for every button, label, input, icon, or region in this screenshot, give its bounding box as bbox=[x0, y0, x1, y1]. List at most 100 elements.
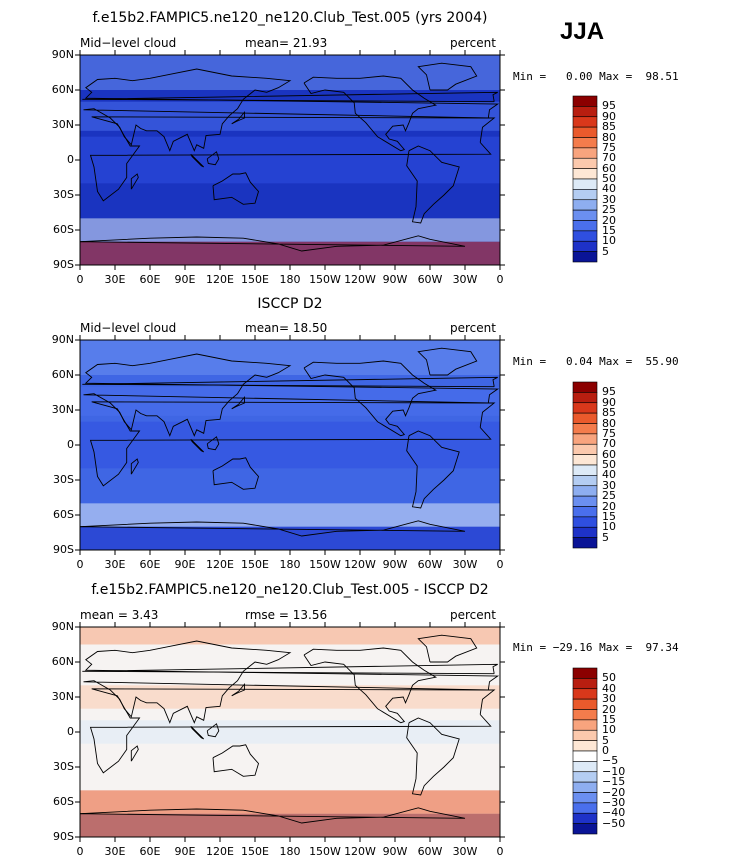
coastline bbox=[190, 153, 205, 168]
colorbar-swatch bbox=[572, 230, 598, 242]
lon-tick-label: 150W bbox=[309, 845, 341, 858]
coastline bbox=[83, 640, 500, 724]
colorbar-swatch bbox=[572, 412, 598, 424]
lon-tick-label: 60E bbox=[139, 845, 161, 858]
colorbar-label: 10 bbox=[602, 520, 616, 534]
season-label: JJA bbox=[560, 18, 605, 45]
colorbar-swatch bbox=[572, 698, 598, 710]
coastline bbox=[303, 360, 438, 437]
contour-band bbox=[80, 685, 500, 709]
colorbar-label: 95 bbox=[602, 385, 616, 399]
colorbar-swatch bbox=[572, 781, 598, 793]
colorbar-swatch bbox=[572, 688, 598, 700]
colorbar-label: 15 bbox=[602, 712, 616, 726]
panel-right-label: percent bbox=[450, 608, 496, 622]
lon-tick-label: 120W bbox=[344, 273, 376, 286]
lat-tick-label: 0 bbox=[67, 153, 74, 166]
colorbar-swatch bbox=[572, 506, 598, 518]
lon-tick-label: 60E bbox=[139, 273, 161, 286]
lat-tick-label: 30N bbox=[51, 690, 74, 703]
colorbar-swatch bbox=[572, 802, 598, 814]
coastline bbox=[190, 725, 205, 740]
lat-tick-label: 30N bbox=[51, 118, 74, 131]
colorbar-label: 20 bbox=[602, 499, 616, 513]
colorbar-label: 75 bbox=[602, 140, 616, 154]
colorbar-swatch bbox=[572, 240, 598, 252]
panel-center-label: mean= 18.50 bbox=[245, 321, 328, 335]
colorbar-swatch bbox=[572, 199, 598, 211]
colorbar-swatch bbox=[572, 168, 598, 180]
colorbar-label: −5 bbox=[602, 754, 619, 768]
colorbar-swatch bbox=[572, 157, 598, 169]
colorbar-label: 5 bbox=[602, 244, 609, 258]
panel-right-label: percent bbox=[450, 36, 496, 50]
lon-tick-label: 120W bbox=[344, 558, 376, 571]
lat-tick-label: 60S bbox=[53, 508, 74, 521]
colorbar-swatch bbox=[572, 106, 598, 118]
contour-band bbox=[80, 136, 500, 184]
coastline bbox=[82, 663, 498, 675]
coastline bbox=[130, 173, 139, 190]
lon-tick-label: 120E bbox=[206, 558, 234, 571]
contour-band bbox=[80, 627, 500, 645]
panel-title: f.e15b2.FAMPIC5.ne120_ne120.Club_Test.00… bbox=[92, 10, 488, 26]
coastline bbox=[406, 430, 460, 509]
contour-band bbox=[80, 790, 500, 814]
colorbar-model bbox=[572, 95, 598, 263]
colorbar-label: 15 bbox=[602, 509, 616, 523]
coastline bbox=[231, 395, 245, 410]
coastline bbox=[417, 62, 478, 91]
colorbar-label: −20 bbox=[602, 785, 626, 799]
coastline bbox=[303, 75, 438, 152]
coastline bbox=[231, 110, 245, 125]
colorbar-swatch bbox=[572, 812, 598, 824]
colorbar-swatch bbox=[572, 526, 598, 538]
colorbar-label: 5 bbox=[602, 530, 609, 544]
lon-tick-label: 30E bbox=[104, 558, 126, 571]
contour-band bbox=[80, 101, 500, 131]
colorbar-swatch bbox=[572, 719, 598, 731]
lat-tick-label: 90N bbox=[51, 48, 74, 61]
colorbar-swatch bbox=[572, 750, 598, 762]
lon-tick-label: 150E bbox=[241, 558, 269, 571]
colorbar-label: 90 bbox=[602, 109, 616, 123]
lon-tick-label: 60E bbox=[139, 558, 161, 571]
coastline bbox=[82, 376, 498, 388]
colorbar-label: 95 bbox=[602, 99, 616, 113]
coastline bbox=[417, 634, 478, 663]
coastline bbox=[303, 647, 438, 724]
contour-band bbox=[80, 218, 500, 242]
lat-tick-label: 30S bbox=[53, 188, 74, 201]
colorbar-swatch bbox=[572, 402, 598, 414]
lon-tick-label: 120W bbox=[344, 845, 376, 858]
colorbar-label: −30 bbox=[602, 795, 626, 809]
colorbar-swatch bbox=[572, 485, 598, 497]
colorbar-swatch bbox=[572, 443, 598, 455]
colorbar-swatch bbox=[572, 251, 598, 263]
colorbar-label: 20 bbox=[602, 213, 616, 227]
colorbar-swatch bbox=[572, 189, 598, 201]
coastline bbox=[82, 91, 498, 103]
lon-tick-label: 120E bbox=[206, 845, 234, 858]
lon-tick-label: 30W bbox=[452, 558, 478, 571]
colorbar-obs bbox=[572, 381, 598, 549]
panel-title: ISCCP D2 bbox=[257, 296, 323, 312]
colorbar-label: −15 bbox=[602, 775, 626, 789]
colorbar-label: 5 bbox=[602, 733, 609, 747]
coastline bbox=[206, 151, 220, 166]
panel-title: f.e15b2.FAMPIC5.ne120_ne120.Club_Test.00… bbox=[91, 582, 489, 598]
colorbar-label: 10 bbox=[602, 723, 616, 737]
coastline bbox=[130, 745, 139, 762]
panel-center-label: rmse = 13.56 bbox=[245, 608, 328, 622]
colorbar-swatch bbox=[572, 678, 598, 690]
colorbar-swatch bbox=[572, 495, 598, 507]
coastline bbox=[406, 717, 460, 796]
lon-tick-label: 90W bbox=[382, 845, 408, 858]
lon-tick-label: 0 bbox=[496, 558, 504, 571]
lon-tick-label: 180 bbox=[279, 845, 301, 858]
colorbar-swatch bbox=[572, 792, 598, 804]
coastline bbox=[417, 347, 478, 376]
lon-tick-label: 90E bbox=[174, 558, 196, 571]
coastline bbox=[83, 68, 500, 152]
coastline bbox=[190, 438, 205, 453]
